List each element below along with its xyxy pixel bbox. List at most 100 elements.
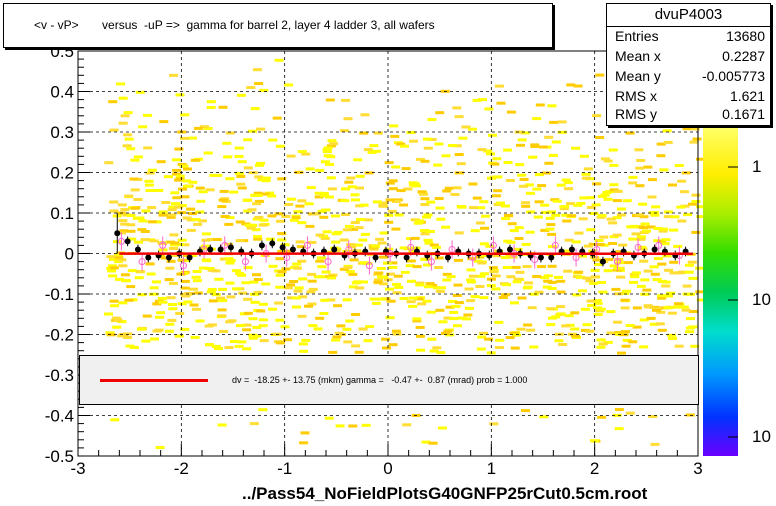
density-cell bbox=[546, 323, 556, 327]
density-cell bbox=[587, 303, 597, 307]
density-cell bbox=[237, 160, 247, 164]
density-cell bbox=[611, 287, 621, 291]
density-cell bbox=[281, 267, 291, 271]
density-cell bbox=[438, 320, 448, 324]
density-cell bbox=[385, 272, 395, 276]
density-cell bbox=[467, 280, 476, 284]
density-cell bbox=[609, 235, 619, 239]
density-cell bbox=[691, 193, 701, 197]
density-cell bbox=[286, 197, 296, 201]
density-cell bbox=[659, 227, 669, 231]
density-cell bbox=[535, 103, 545, 107]
density-cell bbox=[679, 305, 689, 309]
density-cell bbox=[246, 226, 256, 230]
density-cell bbox=[117, 258, 127, 262]
density-cell bbox=[344, 180, 354, 184]
density-cell bbox=[589, 281, 599, 285]
density-cell bbox=[147, 220, 157, 224]
density-cell bbox=[526, 328, 536, 332]
density-cell bbox=[425, 282, 435, 286]
density-cell bbox=[255, 161, 265, 165]
secondary-point bbox=[407, 243, 415, 251]
density-cell bbox=[517, 138, 527, 142]
profile-point bbox=[651, 246, 658, 253]
density-cell bbox=[415, 157, 425, 161]
density-cell bbox=[625, 324, 635, 327]
stats-key: Mean x bbox=[615, 48, 661, 64]
density-cell bbox=[426, 310, 436, 314]
density-cell bbox=[346, 243, 356, 247]
density-cell bbox=[304, 304, 313, 308]
density-cell bbox=[636, 159, 646, 162]
density-cell bbox=[181, 294, 191, 298]
density-cell bbox=[571, 334, 580, 338]
density-cell bbox=[195, 210, 205, 214]
density-cell bbox=[277, 232, 287, 236]
density-cell bbox=[514, 226, 524, 230]
density-cell bbox=[250, 107, 260, 111]
density-cell bbox=[172, 196, 182, 200]
density-cell bbox=[291, 216, 301, 220]
density-cell bbox=[179, 164, 189, 168]
density-cell bbox=[501, 204, 510, 208]
density-cell bbox=[176, 272, 186, 276]
density-cell bbox=[594, 263, 603, 266]
density-cell bbox=[467, 257, 477, 261]
density-cell bbox=[186, 218, 196, 222]
density-cell bbox=[195, 319, 205, 323]
density-cell bbox=[298, 277, 308, 281]
density-cell bbox=[603, 269, 613, 273]
density-cell bbox=[688, 202, 697, 206]
density-cell bbox=[258, 223, 268, 227]
density-cell bbox=[513, 277, 523, 281]
density-cell bbox=[495, 201, 505, 205]
density-cell bbox=[664, 268, 674, 272]
density-cell bbox=[253, 237, 263, 241]
density-cell bbox=[320, 298, 330, 302]
y-tick-label: -0.4 bbox=[45, 407, 74, 426]
density-cell bbox=[578, 217, 588, 221]
density-cell bbox=[483, 149, 493, 153]
density-cell bbox=[427, 337, 437, 341]
density-cell bbox=[182, 216, 192, 220]
density-cell bbox=[501, 293, 511, 297]
density-cell bbox=[424, 241, 434, 245]
density-cell bbox=[373, 280, 383, 284]
density-cell bbox=[622, 199, 632, 203]
density-cell bbox=[358, 238, 368, 242]
density-cell bbox=[323, 146, 333, 150]
density-cell bbox=[232, 269, 242, 273]
density-cell bbox=[442, 189, 452, 193]
density-cell bbox=[317, 256, 326, 260]
density-cell bbox=[636, 235, 646, 239]
density-cell bbox=[177, 302, 187, 306]
density-cell bbox=[190, 335, 200, 339]
density-cell bbox=[647, 178, 657, 182]
density-cell bbox=[495, 346, 504, 349]
density-cell bbox=[452, 294, 462, 297]
profile-point bbox=[289, 246, 296, 253]
density-cell bbox=[454, 115, 464, 119]
density-cell bbox=[320, 160, 330, 164]
fit-result-text: dv = -18.25 +- 13.75 (mkm) gamma = -0.47… bbox=[232, 375, 528, 385]
density-cell bbox=[341, 98, 351, 102]
density-cell bbox=[638, 202, 648, 206]
density-cell bbox=[606, 217, 616, 221]
density-cell bbox=[408, 296, 418, 300]
density-cell bbox=[301, 152, 311, 156]
density-cell bbox=[472, 196, 482, 200]
density-cell bbox=[364, 171, 374, 175]
density-cell bbox=[498, 296, 508, 299]
density-cell bbox=[348, 272, 358, 276]
profile-point bbox=[145, 254, 152, 261]
profile-point bbox=[548, 254, 555, 261]
density-cell bbox=[326, 298, 336, 302]
density-cell bbox=[281, 214, 291, 218]
density-cell bbox=[639, 345, 649, 349]
density-cell bbox=[647, 195, 657, 199]
density-cell bbox=[616, 207, 626, 211]
density-cell bbox=[585, 279, 595, 283]
density-cell bbox=[138, 125, 148, 129]
density-cell bbox=[182, 254, 192, 258]
density-cell bbox=[456, 205, 466, 208]
